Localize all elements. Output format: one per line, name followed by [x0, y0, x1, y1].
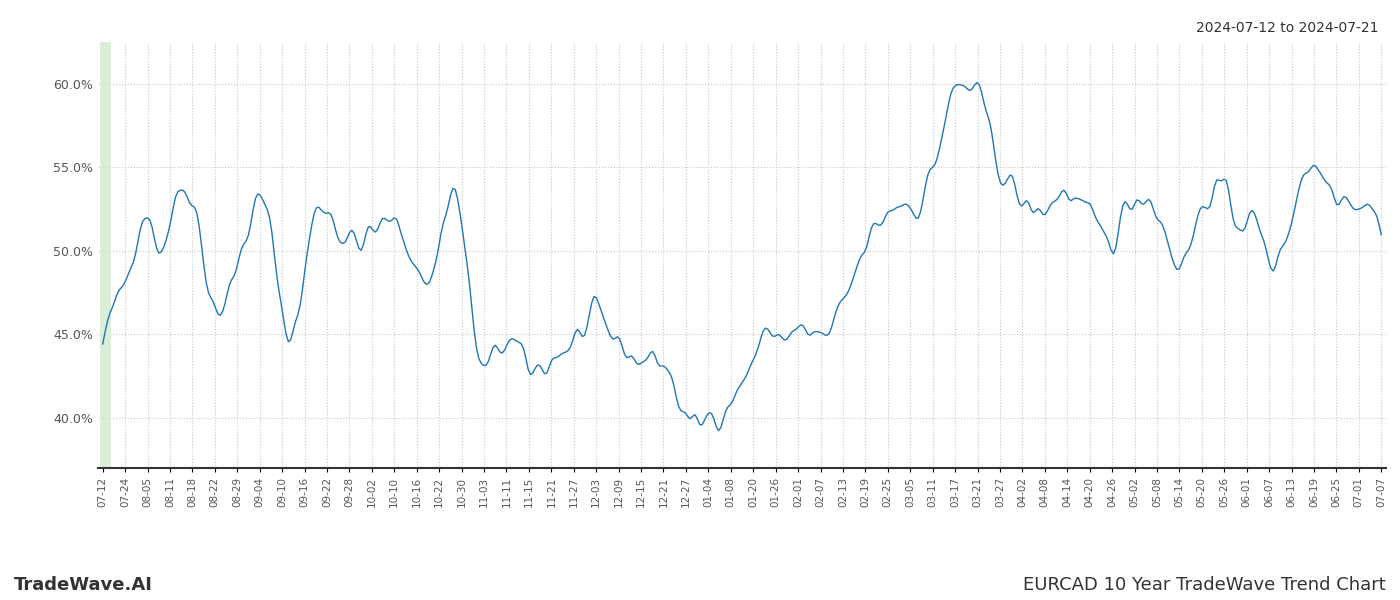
Text: 2024-07-12 to 2024-07-21: 2024-07-12 to 2024-07-21 — [1197, 21, 1379, 35]
Text: EURCAD 10 Year TradeWave Trend Chart: EURCAD 10 Year TradeWave Trend Chart — [1023, 576, 1386, 594]
Text: TradeWave.AI: TradeWave.AI — [14, 576, 153, 594]
Bar — [101, 42, 111, 468]
